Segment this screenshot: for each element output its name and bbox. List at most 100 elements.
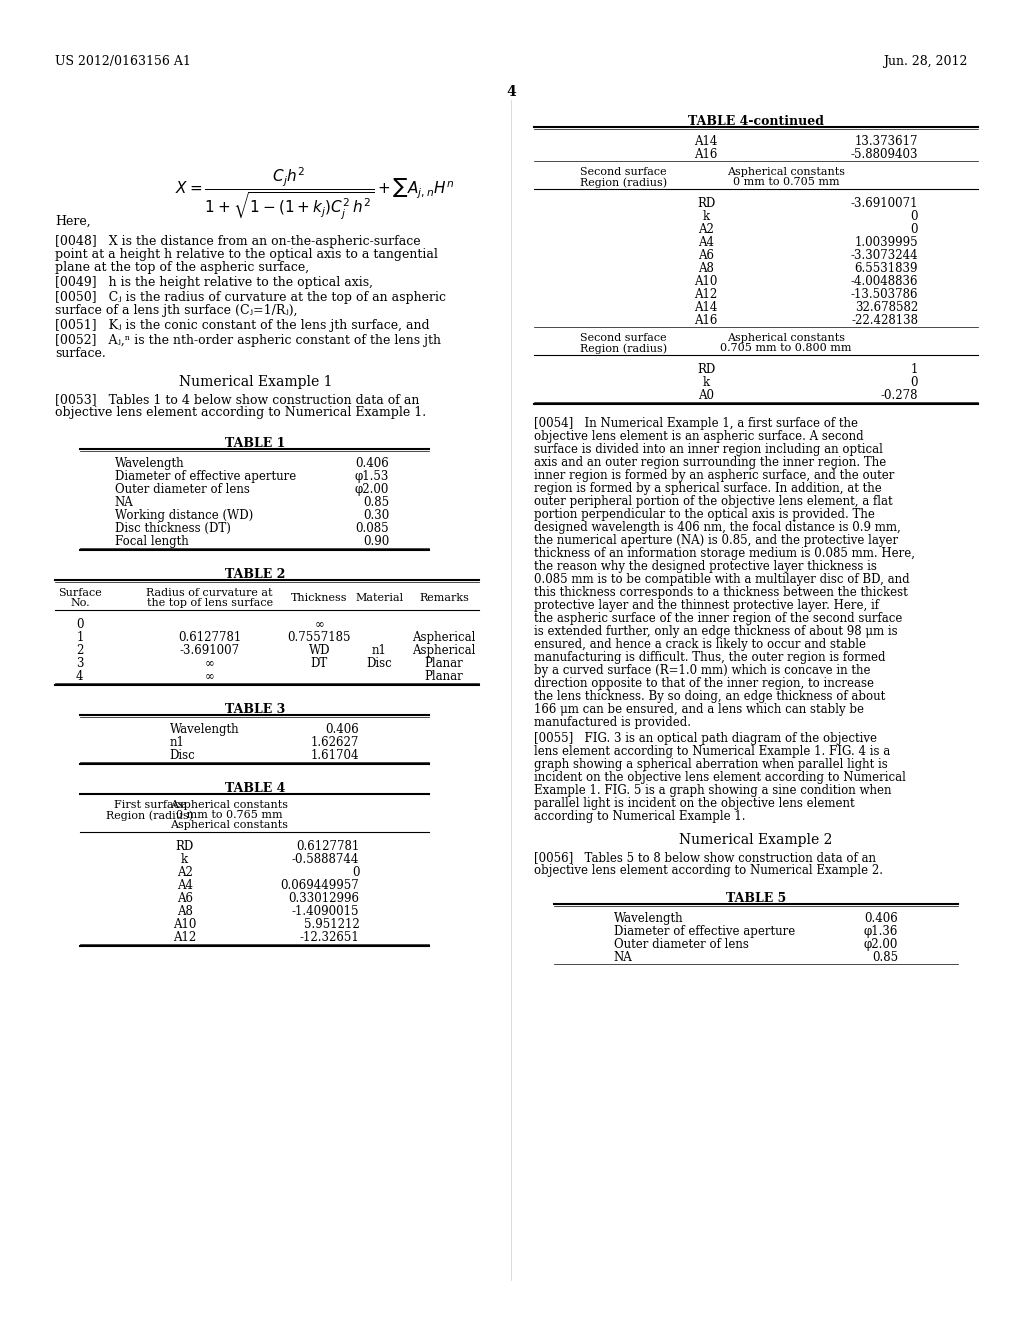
Text: Disc thickness (DT): Disc thickness (DT) xyxy=(115,521,230,535)
Text: the top of lens surface: the top of lens surface xyxy=(146,598,272,609)
Text: [0056]   Tables 5 to 8 below show construction data of an: [0056] Tables 5 to 8 below show construc… xyxy=(534,851,876,865)
Text: Wavelength: Wavelength xyxy=(115,457,184,470)
Text: ∞: ∞ xyxy=(314,618,325,631)
Text: ensured, and hence a crack is likely to occur and stable: ensured, and hence a crack is likely to … xyxy=(534,638,866,651)
Text: the reason why the designed protective layer thickness is: the reason why the designed protective l… xyxy=(534,560,877,573)
Text: 5.951212: 5.951212 xyxy=(303,917,359,931)
Text: 0.069449957: 0.069449957 xyxy=(281,879,359,892)
Text: A4: A4 xyxy=(698,236,714,249)
Text: WD: WD xyxy=(308,644,330,657)
Text: the numerical aperture (NA) is 0.85, and the protective layer: the numerical aperture (NA) is 0.85, and… xyxy=(534,535,898,546)
Text: is extended further, only an edge thickness of about 98 μm is: is extended further, only an edge thickn… xyxy=(534,624,898,638)
Text: the lens thickness. By so doing, an edge thickness of about: the lens thickness. By so doing, an edge… xyxy=(534,690,885,704)
Text: No.: No. xyxy=(70,598,90,609)
Text: 0.85: 0.85 xyxy=(872,950,898,964)
Text: objective lens element according to Numerical Example 1.: objective lens element according to Nume… xyxy=(55,407,426,418)
Text: 0.30: 0.30 xyxy=(362,510,389,521)
Text: k: k xyxy=(181,853,188,866)
Text: A2: A2 xyxy=(698,223,714,236)
Text: inner region is formed by an aspheric surface, and the outer: inner region is formed by an aspheric su… xyxy=(534,469,894,482)
Text: 0.406: 0.406 xyxy=(864,912,898,925)
Text: 0: 0 xyxy=(352,866,359,879)
Text: protective layer and the thinnest protective layer. Here, if: protective layer and the thinnest protec… xyxy=(534,599,879,612)
Text: [0048]   X is the distance from an on-the-aspheric-surface: [0048] X is the distance from an on-the-… xyxy=(55,235,421,248)
Text: TABLE 4-continued: TABLE 4-continued xyxy=(688,115,824,128)
Text: -3.691007: -3.691007 xyxy=(179,644,240,657)
Text: -0.5888744: -0.5888744 xyxy=(292,853,359,866)
Text: surface is divided into an inner region including an optical: surface is divided into an inner region … xyxy=(534,444,883,455)
Text: Planar: Planar xyxy=(425,671,464,682)
Text: Aspherical constants: Aspherical constants xyxy=(727,333,845,343)
Text: 0.6127781: 0.6127781 xyxy=(296,840,359,853)
Text: [0055]   FIG. 3 is an optical path diagram of the objective: [0055] FIG. 3 is an optical path diagram… xyxy=(534,733,877,744)
Text: -5.8809403: -5.8809403 xyxy=(851,148,919,161)
Text: Planar: Planar xyxy=(425,657,464,671)
Text: manufactured is provided.: manufactured is provided. xyxy=(534,715,691,729)
Text: ∞: ∞ xyxy=(205,657,214,671)
Text: A8: A8 xyxy=(177,906,193,917)
Text: k: k xyxy=(702,210,710,223)
Text: RD: RD xyxy=(175,840,194,853)
Text: Jun. 28, 2012: Jun. 28, 2012 xyxy=(883,55,967,69)
Text: TABLE 3: TABLE 3 xyxy=(225,704,286,715)
Text: Region (radius): Region (radius) xyxy=(581,343,668,354)
Text: Focal length: Focal length xyxy=(115,535,188,548)
Text: n1: n1 xyxy=(170,737,184,748)
Text: 1.62627: 1.62627 xyxy=(311,737,359,748)
Text: Wavelength: Wavelength xyxy=(170,723,240,737)
Text: 0.406: 0.406 xyxy=(355,457,389,470)
Text: 166 μm can be ensured, and a lens which can stably be: 166 μm can be ensured, and a lens which … xyxy=(534,704,864,715)
Text: -4.0048836: -4.0048836 xyxy=(851,275,919,288)
Text: incident on the objective lens element according to Numerical: incident on the objective lens element a… xyxy=(534,771,906,784)
Text: parallel light is incident on the objective lens element: parallel light is incident on the object… xyxy=(534,797,855,810)
Text: Numerical Example 2: Numerical Example 2 xyxy=(679,833,833,847)
Text: -1.4090015: -1.4090015 xyxy=(292,906,359,917)
Text: TABLE 1: TABLE 1 xyxy=(225,437,286,450)
Text: Working distance (WD): Working distance (WD) xyxy=(115,510,253,521)
Text: A14: A14 xyxy=(694,301,718,314)
Text: A2: A2 xyxy=(177,866,193,879)
Text: 0: 0 xyxy=(76,618,84,631)
Text: Outer diameter of lens: Outer diameter of lens xyxy=(613,939,749,950)
Text: A16: A16 xyxy=(694,314,718,327)
Text: Aspherical constants: Aspherical constants xyxy=(171,820,289,830)
Text: objective lens element is an aspheric surface. A second: objective lens element is an aspheric su… xyxy=(534,430,863,444)
Text: A6: A6 xyxy=(176,892,193,906)
Text: A6: A6 xyxy=(698,249,714,261)
Text: NA: NA xyxy=(115,496,133,510)
Text: Disc: Disc xyxy=(367,657,392,671)
Text: Outer diameter of lens: Outer diameter of lens xyxy=(115,483,250,496)
Text: graph showing a spherical aberration when parallel light is: graph showing a spherical aberration whe… xyxy=(534,758,888,771)
Text: Radius of curvature at: Radius of curvature at xyxy=(146,587,272,598)
Text: 6.5531839: 6.5531839 xyxy=(855,261,919,275)
Text: [0051]   Kⱼ is the conic constant of the lens jth surface, and: [0051] Kⱼ is the conic constant of the l… xyxy=(55,319,429,333)
Text: Aspherical: Aspherical xyxy=(413,644,476,657)
Text: 0.085 mm is to be compatible with a multilayer disc of BD, and: 0.085 mm is to be compatible with a mult… xyxy=(534,573,909,586)
Text: Thickness: Thickness xyxy=(291,593,347,603)
Text: A16: A16 xyxy=(694,148,718,161)
Text: [0052]   Aⱼ,ⁿ is the nth-order aspheric constant of the lens jth: [0052] Aⱼ,ⁿ is the nth-order aspheric co… xyxy=(55,334,441,347)
Text: -13.503786: -13.503786 xyxy=(851,288,919,301)
Text: 0.6127781: 0.6127781 xyxy=(178,631,242,644)
Text: -3.3073244: -3.3073244 xyxy=(851,249,919,261)
Text: -3.6910071: -3.6910071 xyxy=(851,197,919,210)
Text: objective lens element according to Numerical Example 2.: objective lens element according to Nume… xyxy=(534,865,883,876)
Text: 0.406: 0.406 xyxy=(326,723,359,737)
Text: according to Numerical Example 1.: according to Numerical Example 1. xyxy=(534,810,745,822)
Text: 13.373617: 13.373617 xyxy=(855,135,919,148)
Text: -12.32651: -12.32651 xyxy=(300,931,359,944)
Text: RD: RD xyxy=(697,197,715,210)
Text: 0: 0 xyxy=(910,376,919,389)
Text: 1.61704: 1.61704 xyxy=(311,748,359,762)
Text: Aspherical constants: Aspherical constants xyxy=(727,168,845,177)
Text: Surface: Surface xyxy=(58,587,101,598)
Text: surface.: surface. xyxy=(55,347,105,360)
Text: 3: 3 xyxy=(76,657,84,671)
Text: [0050]   Cⱼ is the radius of curvature at the top of an aspheric: [0050] Cⱼ is the radius of curvature at … xyxy=(55,290,445,304)
Text: 0: 0 xyxy=(910,223,919,236)
Text: portion perpendicular to the optical axis is provided. The: portion perpendicular to the optical axi… xyxy=(534,508,874,521)
Text: TABLE 2: TABLE 2 xyxy=(225,568,286,581)
Text: direction opposite to that of the inner region, to increase: direction opposite to that of the inner … xyxy=(534,677,873,690)
Text: US 2012/0163156 A1: US 2012/0163156 A1 xyxy=(55,55,190,69)
Text: φ1.36: φ1.36 xyxy=(864,925,898,939)
